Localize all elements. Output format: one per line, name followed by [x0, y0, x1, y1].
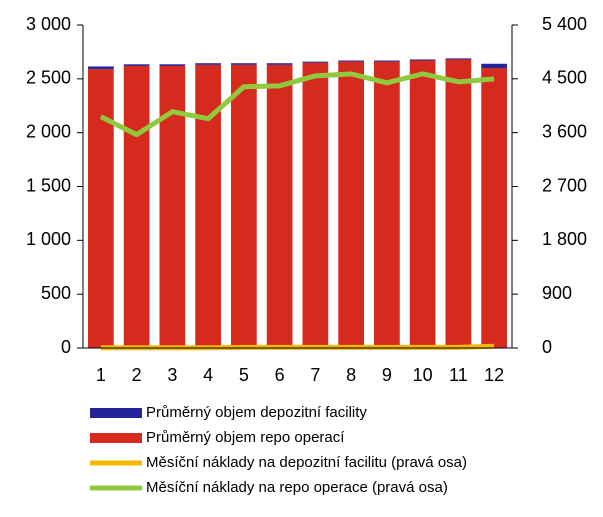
x-tick-label: 12 — [484, 365, 504, 385]
bar — [159, 64, 186, 66]
bar — [481, 63, 507, 69]
x-tick-label: 6 — [275, 365, 285, 385]
bar — [445, 58, 472, 60]
y-tick-label: 1 000 — [26, 229, 71, 249]
bar — [409, 60, 436, 348]
bar — [195, 64, 221, 348]
y2-tick-label: 0 — [542, 337, 552, 357]
bar — [123, 64, 150, 66]
y2-tick-label: 2 700 — [542, 175, 587, 195]
bar — [374, 60, 400, 62]
line — [99, 71, 495, 138]
x-tick-label: 10 — [413, 365, 433, 385]
bar — [302, 61, 329, 63]
x-tick-label: 7 — [310, 365, 320, 385]
y-tick-label: 0 — [61, 337, 71, 357]
bar — [338, 61, 364, 349]
y-tick-label: 1 500 — [26, 175, 71, 195]
bar — [481, 68, 507, 349]
bar — [409, 59, 436, 61]
bar — [88, 69, 114, 348]
bar — [338, 60, 364, 62]
legend-label: Měsíční náklady na depozitní facilitu (p… — [146, 454, 467, 471]
y2-tick-label: 1 800 — [542, 229, 587, 249]
x-tick-label: 9 — [382, 365, 392, 385]
legend-label: Průměrný objem depozitní facility — [146, 404, 367, 421]
bar — [231, 64, 257, 348]
bar — [266, 64, 293, 348]
x-tick-label: 4 — [203, 365, 213, 385]
y2-tick-label: 4 500 — [542, 68, 587, 88]
legend-label: Průměrný objem repo operací — [146, 429, 345, 446]
bar — [88, 66, 114, 70]
legend-label: Měsíční náklady na repo operace (pravá o… — [146, 479, 448, 496]
y-tick-label: 2 000 — [26, 121, 71, 141]
x-tick-label: 5 — [239, 365, 249, 385]
x-tick-label: 11 — [449, 365, 468, 385]
bar — [195, 63, 221, 65]
y2-tick-label: 5 400 — [542, 14, 587, 34]
bar — [374, 61, 400, 349]
legend-marker — [90, 433, 142, 443]
y-tick-label: 500 — [41, 283, 71, 303]
y2-tick-label: 900 — [542, 283, 572, 303]
line — [100, 343, 495, 351]
bar — [445, 59, 472, 348]
x-tick-label: 1 — [96, 365, 106, 385]
y-tick-label: 2 500 — [26, 68, 71, 88]
y2-tick-label: 3 600 — [542, 121, 587, 141]
bar — [231, 63, 257, 65]
x-tick-label: 2 — [132, 365, 142, 385]
bar — [266, 63, 293, 65]
x-tick-label: 3 — [167, 365, 177, 385]
legend-marker — [90, 408, 142, 418]
x-tick-label: 8 — [346, 365, 356, 385]
y-tick-label: 3 000 — [26, 14, 71, 34]
bar — [159, 65, 186, 348]
bar — [302, 62, 329, 348]
bar — [123, 65, 150, 348]
